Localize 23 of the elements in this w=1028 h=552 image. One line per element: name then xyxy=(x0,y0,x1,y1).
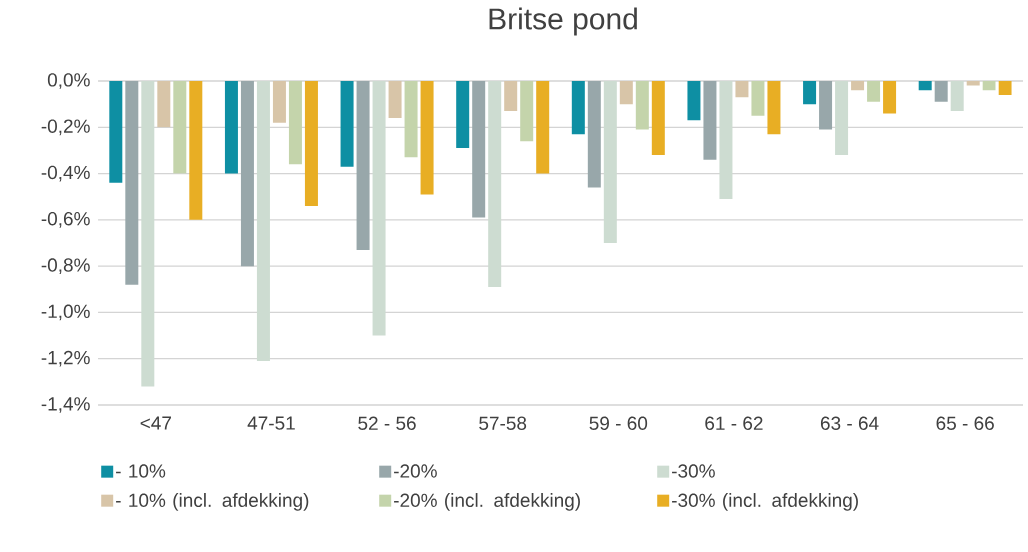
y-tick-label: -0,4% xyxy=(41,165,90,182)
y-tick-label: -0,8% xyxy=(41,258,90,274)
y-tick-label: -1,0% xyxy=(41,304,90,321)
y-tick-label: -0,6% xyxy=(41,212,90,228)
y-tick-label: 0,0% xyxy=(47,73,90,89)
x-tick-label: 61 - 62 xyxy=(705,416,763,430)
x-tick-label: 57-58 xyxy=(479,416,527,430)
y-tick-label: -1,4% xyxy=(41,397,90,413)
x-tick-label: 59 - 60 xyxy=(589,416,648,430)
legend-label: -30% xyxy=(672,464,715,478)
x-tick-label: 63 - 64 xyxy=(820,416,879,430)
y-tick-label: -1,2% xyxy=(41,350,90,367)
legend-label: - 10% xyxy=(116,464,166,478)
x-tick-label: 47-51 xyxy=(247,416,295,430)
x-tick-label: 65 - 66 xyxy=(936,416,994,430)
chart-title: Britse pond xyxy=(489,7,637,36)
legend-label: - 10% (incl. afdekking) xyxy=(116,493,309,511)
x-tick-label: 52 - 56 xyxy=(358,416,416,430)
x-tick-label: <47 xyxy=(140,416,171,430)
y-tick-label: -0,2% xyxy=(41,119,90,136)
legend-label: -20% xyxy=(394,464,437,478)
legend-label: -30% (incl. afdekking) xyxy=(672,493,858,511)
legend-label: -20% (incl. afdekking) xyxy=(394,493,580,511)
